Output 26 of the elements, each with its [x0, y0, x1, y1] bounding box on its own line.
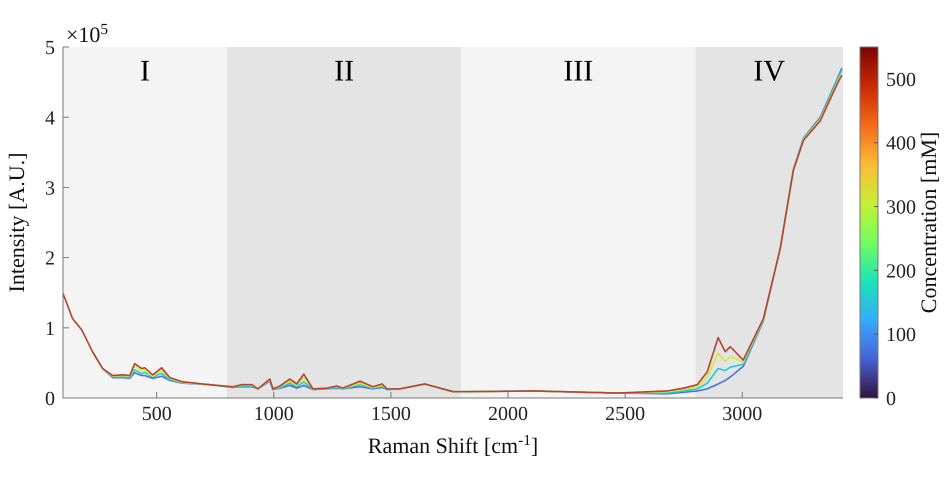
x-tick-label: 2500 [605, 403, 646, 426]
y-tick-label: 1 [45, 318, 55, 340]
color-bar-title: Concentration [mM] [916, 132, 941, 314]
color-bar-label: 400 [886, 132, 916, 155]
color-bar-label: 0 [886, 388, 896, 410]
color-bar-label: 300 [886, 196, 916, 219]
y-tick-label: 0 [45, 388, 55, 410]
band-label: II [334, 54, 354, 88]
x-tick-label: 1000 [254, 403, 294, 426]
band-label: III [563, 54, 594, 88]
band-label: IV [753, 54, 786, 88]
y-tick-label: 4 [45, 107, 55, 130]
x-tick-label: 3000 [722, 403, 762, 426]
band-label: I [140, 54, 150, 88]
color-bar-label: 200 [886, 260, 916, 282]
y-tick-label: 2 [45, 248, 55, 270]
color-bar-label: 100 [886, 324, 916, 346]
y-tick-label: 3 [45, 178, 55, 200]
annotation: ×10$^{5}$ [66, 20, 108, 47]
x-tick-label: 1500 [370, 403, 411, 426]
y-axis-title: Intensity [A.U.] [4, 152, 29, 292]
x-tick-label: 500 [142, 403, 172, 426]
color-bar-label: 500 [886, 68, 916, 91]
x-tick-label: 2000 [488, 403, 528, 426]
y-tick-label: 5 [45, 37, 55, 60]
x-axis-title: Raman Shift [cm$^{-1}$] [368, 432, 538, 458]
